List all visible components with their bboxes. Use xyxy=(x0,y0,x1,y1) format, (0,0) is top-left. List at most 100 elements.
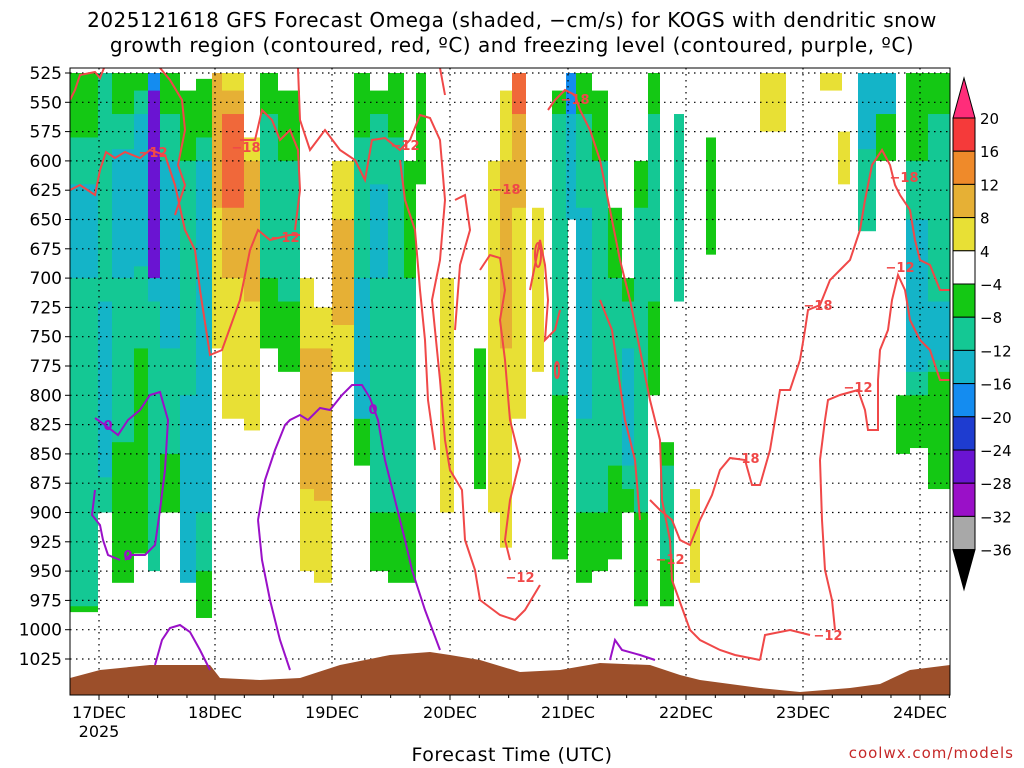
contour-label-purple: 0 xyxy=(103,419,112,434)
omega-shade-cell xyxy=(112,149,134,279)
x-tick-label: 17DEC xyxy=(72,703,126,722)
omega-shade-cell xyxy=(212,73,222,208)
omega-shade-cell xyxy=(370,184,388,279)
omega-shade-cell xyxy=(180,395,196,583)
y-tick-label: 775 xyxy=(30,357,62,377)
omega-shade-cell xyxy=(532,207,544,372)
omega-shade-cell xyxy=(576,207,592,419)
colorbar-label: −4 xyxy=(980,276,1002,294)
colorbar-segment xyxy=(952,482,976,517)
contour-labels: −12 −18 −12 −12 −18 −18 −18 −18 −12 −12 −18 −12 −12 −… xyxy=(103,93,918,644)
y-tick-label: 850 xyxy=(30,445,62,465)
omega-shade-cell xyxy=(648,114,660,302)
omega-shade-cell xyxy=(354,278,370,419)
y-tick-label: 725 xyxy=(30,298,62,318)
dendritic-contour-red xyxy=(159,68,187,216)
dendritic-contour-red xyxy=(547,88,761,661)
dendritic-contour-red xyxy=(529,239,561,343)
x-tick-label: 19DEC xyxy=(305,703,359,722)
omega-shade-cell xyxy=(660,465,674,560)
colorbar-segment xyxy=(952,250,976,285)
omega-shade-cell xyxy=(706,137,716,255)
y-tick-label: 525 xyxy=(30,64,62,84)
colorbar-segment xyxy=(952,349,976,385)
x-tick-label: 22DEC xyxy=(659,703,713,722)
dendritic-contour-red xyxy=(599,299,641,521)
colorbar-segment xyxy=(952,383,976,418)
dendritic-contour-red xyxy=(819,459,836,631)
colorbar-label: −16 xyxy=(980,376,1012,394)
y-tick-label: 875 xyxy=(30,474,62,494)
omega-shade-cell xyxy=(196,160,212,513)
colorbar-label: 16 xyxy=(980,143,999,161)
omega-shade-cell xyxy=(148,90,160,279)
omega-shade-cell xyxy=(488,160,500,513)
y-tick-label: 975 xyxy=(30,591,62,611)
grid-lines xyxy=(70,68,950,695)
temperature-contours xyxy=(70,68,950,671)
omega-shade-cell xyxy=(906,219,928,372)
dendritic-contour-red xyxy=(240,108,302,231)
colorbar-segment xyxy=(952,76,976,119)
plot-border xyxy=(69,67,951,696)
contour-label-red: −18 xyxy=(804,299,833,314)
colorbar-segment xyxy=(952,549,976,592)
dendritic-contour-red xyxy=(759,628,811,661)
colorbar-segment xyxy=(952,416,976,451)
y-axis: 525 550 575 600 625 650 675 700 725 750 775 800 825 8… xyxy=(19,64,70,670)
freezing-level-contour-purple xyxy=(257,384,441,651)
y-tick-label: 550 xyxy=(30,93,62,113)
freezing-level-contour-purple xyxy=(94,390,170,561)
omega-shade-cell xyxy=(592,160,608,513)
dendritic-contour-red xyxy=(297,68,541,622)
credit-text: coolwx.com/models xyxy=(848,744,1014,762)
colorbar-legend: 20 16 12 8 4 −4 −8 −12 −16 −20 −24 −28 −32 −36 xyxy=(952,76,1012,592)
contour-label-purple: 0 xyxy=(368,403,377,418)
omega-shade-cell xyxy=(332,219,354,325)
x-axis: 17DEC 18DEC 19DEC 20DEC 21DEC 22DEC 23DEC 24DEC… xyxy=(72,695,950,741)
contour-label-red: −18 xyxy=(561,93,590,108)
contour-label-red: −18 xyxy=(731,452,760,467)
y-tick-label: 575 xyxy=(30,123,62,143)
colorbar-segment xyxy=(952,217,976,252)
x-tick-label: 20DEC xyxy=(423,703,477,722)
omega-shade-cell xyxy=(134,114,148,267)
x-tick-label: 24DEC xyxy=(893,703,947,722)
colorbar-segment xyxy=(952,515,976,551)
y-tick-label: 750 xyxy=(30,328,62,348)
contour-label-purple: 0 xyxy=(123,549,132,564)
contour-label-red: −12 xyxy=(506,571,535,586)
omega-shade-cell xyxy=(622,348,634,466)
omega-shade-cell xyxy=(416,73,426,185)
omega-shade-cell xyxy=(70,184,98,279)
omega-shade-cell xyxy=(838,131,850,185)
terrain-fill xyxy=(70,652,950,695)
colorbar-segment xyxy=(952,449,976,484)
x-tick-label: 18DEC xyxy=(188,703,242,722)
omega-shade-cell xyxy=(370,114,388,513)
dendritic-contour-red xyxy=(70,148,300,357)
colorbar-label: −8 xyxy=(980,309,1002,327)
omega-shade-cell xyxy=(440,278,454,513)
omega-shade-cell xyxy=(474,348,486,490)
freezing-level-contour-purple xyxy=(257,519,291,671)
y-tick-label: 600 xyxy=(30,152,62,172)
dendritic-contour-red xyxy=(70,68,105,101)
omega-shade-cell xyxy=(212,73,222,349)
colorbar-segment xyxy=(952,117,976,152)
colorbar-label: 8 xyxy=(980,210,990,228)
y-tick-label: 1025 xyxy=(19,650,62,670)
omega-shade-cell xyxy=(388,137,404,513)
omega-shade-cell xyxy=(858,73,876,150)
colorbar-label: 4 xyxy=(980,243,990,261)
y-tick-label: 650 xyxy=(30,211,62,231)
dendritic-contour-red xyxy=(399,159,436,451)
omega-shade-cell xyxy=(690,489,700,583)
freezing-level-contour-purple xyxy=(154,623,211,671)
colorbar-label: 12 xyxy=(980,176,999,194)
colorbar-label: −24 xyxy=(980,442,1012,460)
y-tick-label: 700 xyxy=(30,269,62,289)
contour-label-red: −18 xyxy=(890,171,919,186)
colorbar-label: −12 xyxy=(980,342,1012,360)
